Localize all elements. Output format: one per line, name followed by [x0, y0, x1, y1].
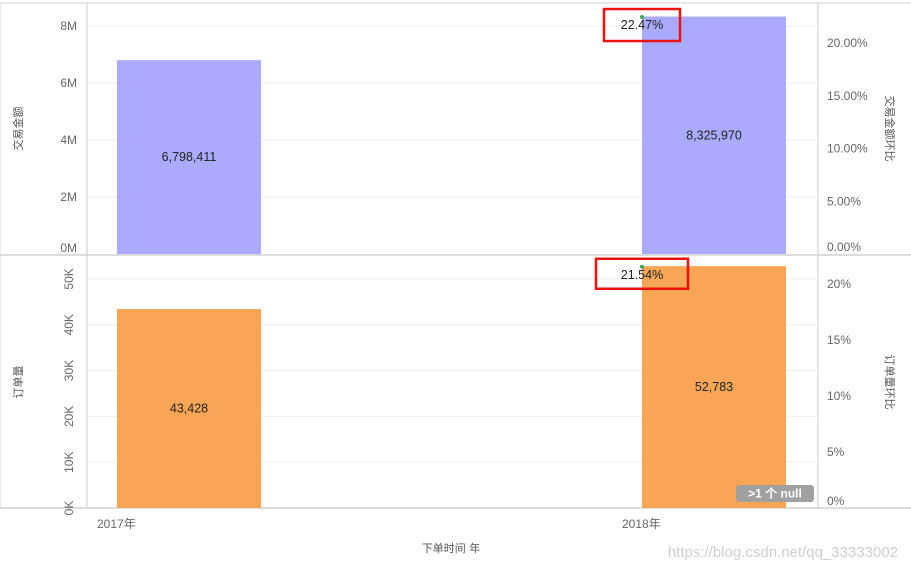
growth-marker [640, 15, 644, 20]
y2-tick-label: 15% [827, 333, 851, 347]
y2-tick-label: 20% [827, 277, 851, 291]
bar-data-label: 43,428 [170, 402, 208, 416]
growth-data-label: 22.47% [621, 18, 663, 32]
bottom-panel-orders: 0K 10K 20K 30K 40K 50K 0% 5% 10% 15% 20% 订单量 订单量环比 43… [12, 257, 896, 516]
y2-axis-title: 交易金额环比 [883, 96, 897, 162]
y2-axis-title: 订单量环比 [883, 355, 896, 410]
watermark: https://blog.csdn.net/qq_33333002 [668, 544, 898, 561]
bar [642, 16, 786, 254]
highlight-box [594, 257, 690, 291]
bar-data-label: 6,798,411 [162, 150, 217, 164]
y-tick-label: 40K [62, 314, 76, 335]
y-tick-label: 8M [60, 19, 77, 33]
x-axis-ticks: 2017年 2018年 [97, 517, 661, 531]
y-tick-label: 10K [62, 452, 76, 473]
y2-tick-label: 5% [827, 445, 845, 459]
y-tick-label: 2M [60, 190, 77, 204]
bar-data-label: 8,325,970 [686, 128, 742, 142]
y-axis-title: 订单量 [12, 366, 25, 399]
y-tick-label: 50K [62, 268, 76, 289]
x-tick-label: 2018年 [622, 517, 661, 531]
bar [117, 309, 261, 508]
top-panel-amount: 0M 2M 4M 6M 8M 0.00% 5.00% 10.00% 15.00% 20.00% 交易… [11, 7, 897, 255]
bar-data-label: 52,783 [695, 380, 733, 394]
null-badge-background [736, 485, 814, 502]
x-tick-label: 2017年 [97, 517, 136, 531]
y2-tick-label: 0% [827, 494, 845, 508]
y2-tick-label: 5.00% [827, 194, 861, 208]
highlight-box [602, 7, 682, 43]
y-axis-title: 交易金额 [11, 107, 25, 151]
y-tick-label: 0K [62, 501, 76, 516]
y-tick-label: 30K [62, 360, 76, 381]
null-badge-label: >1 个 null [748, 486, 802, 501]
y2-tick-label: 10.00% [827, 142, 868, 156]
y2-tick-label: 10% [827, 389, 851, 403]
y-tick-label: 0M [60, 241, 77, 255]
growth-data-label: 21.54% [621, 268, 663, 282]
y-tick-label: 4M [60, 133, 77, 147]
y2-tick-label: 0.00% [827, 240, 861, 254]
bar [642, 266, 786, 508]
y-tick-label: 20K [62, 406, 76, 427]
bar [117, 60, 261, 255]
null-badge[interactable]: >1 个 null [736, 485, 814, 502]
growth-marker [640, 264, 644, 269]
y2-tick-label: 20.00% [827, 36, 868, 50]
y2-tick-label: 15.00% [827, 89, 868, 103]
y-tick-label: 6M [60, 76, 77, 90]
x-axis-title: 下单时间 年 [422, 541, 481, 555]
